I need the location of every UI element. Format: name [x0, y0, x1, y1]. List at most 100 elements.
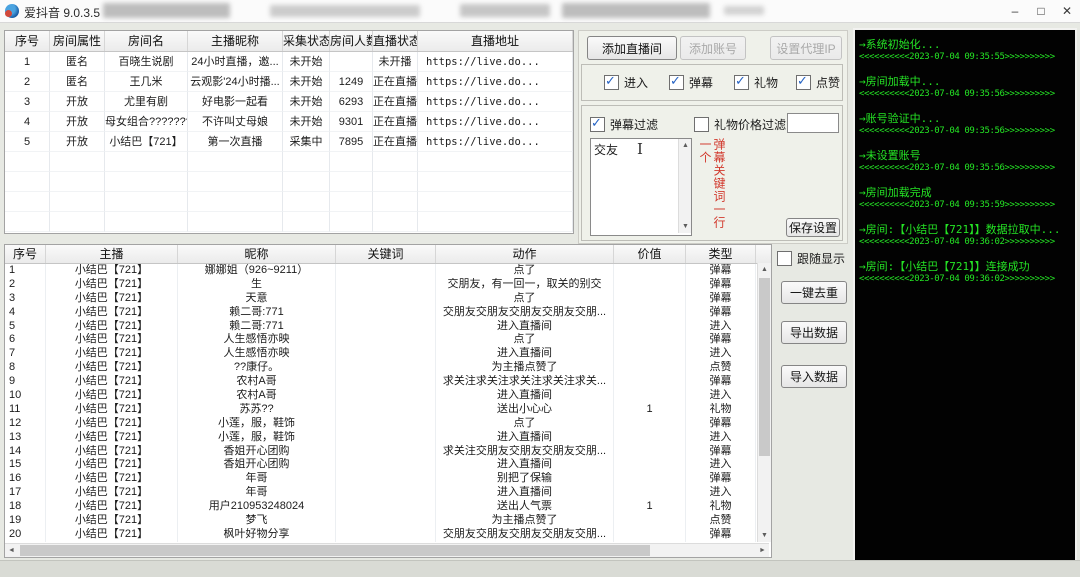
- capture-option-enter[interactable]: 进入: [604, 73, 648, 91]
- events-table-row[interactable]: 14 小结巴【721】 香姐开心团购 求关注交朋友交朋友交朋友交朋... 弹幕: [5, 444, 771, 459]
- rooms-table-row[interactable]: 5 开放 小结巴【721】 第一次直播 采集中 7895 正在直播 https://live.…: [5, 132, 573, 152]
- scroll-right-icon[interactable]: ►: [759, 547, 766, 554]
- cell: [336, 319, 436, 334]
- add-account-button[interactable]: 添加账号: [680, 36, 746, 60]
- rooms-table-row[interactable]: 1 匿名 百晓生说剧 24小时直播，邀... 未开始 未开播 https://live.do…: [5, 52, 573, 72]
- console-timestamp: <<<<<<<<<<2023-07-04 09:35:56>>>>>>>>>>: [859, 163, 1055, 173]
- scrollbar-thumb[interactable]: [20, 545, 650, 556]
- events-table-row[interactable]: 10 小结巴【721】 农村A哥 进入直播间 进入: [5, 389, 771, 403]
- console-message: →房间:【小结巴【721】】数据拉取中...: [859, 223, 1061, 236]
- cell: 小结巴【721】: [46, 389, 178, 403]
- events-table-row[interactable]: 4 小结巴【721】 赖二哥:771 交朋友交朋友交朋友交朋友交朋... 弹幕: [5, 305, 771, 320]
- column-header[interactable]: 序号: [5, 245, 46, 263]
- set-proxy-button[interactable]: 设置代理IP: [770, 36, 842, 60]
- checkbox-icon[interactable]: [734, 73, 749, 90]
- checkbox-icon[interactable]: [694, 117, 709, 132]
- add-room-button[interactable]: 添加直播间: [587, 36, 677, 60]
- events-table-row[interactable]: 2 小结巴【721】生 交朋友，有一回一，取关的别交 弹幕: [5, 277, 771, 292]
- cell: 弹幕: [686, 333, 756, 348]
- column-header[interactable]: 序号: [5, 31, 50, 51]
- console-timestamp: <<<<<<<<<<2023-07-04 09:35:56>>>>>>>>>>: [859, 89, 1055, 99]
- cell: 7: [5, 347, 46, 362]
- column-header[interactable]: 直播地址: [418, 31, 573, 51]
- import-data-button[interactable]: 导入数据: [781, 365, 847, 388]
- events-table-row[interactable]: 18 小结巴【721】 用户210953248024 送出人气票 1 礼物: [5, 500, 771, 515]
- cell: 别把了保输: [436, 472, 614, 487]
- checkbox-icon[interactable]: [669, 73, 684, 90]
- cell: 枫叶好物分享: [178, 527, 336, 542]
- events-table-row[interactable]: 3 小结巴【721】 天意 点了 弹幕: [5, 291, 771, 306]
- cell: 小结巴【721】: [46, 527, 178, 542]
- events-table-row[interactable]: 12 小结巴【721】 小莲，服，鞋饰 点了 弹幕: [5, 416, 771, 431]
- cell: [188, 192, 283, 212]
- keywords-textarea[interactable]: 交友 I ▲ ▼: [590, 138, 692, 236]
- capture-option-gift[interactable]: 礼物: [734, 73, 778, 91]
- events-table-row[interactable]: 9 小结巴【721】 农村A哥 求关注求关注求关注求关注求关... 弹幕: [5, 375, 771, 390]
- cell: 6: [5, 333, 46, 348]
- cell: 进入: [686, 458, 756, 473]
- dedupe-button[interactable]: 一键去重: [781, 281, 847, 304]
- column-header[interactable]: 关键词: [336, 245, 436, 263]
- events-vertical-scrollbar[interactable]: ▲ ▼: [757, 263, 771, 542]
- column-header[interactable]: 直播状态: [373, 31, 418, 51]
- rooms-table-row[interactable]: 3 开放 尤里有剧 好电影一起看 未开始 6293 正在直播 https://live.do.…: [5, 92, 573, 112]
- gift-price-input[interactable]: [787, 113, 839, 133]
- title-bar: 爱抖音 9.0.3.5 – □ ✕: [0, 0, 1080, 23]
- events-table-row[interactable]: 1 小结巴【721】 娜娜姐（926~9211） 点了 弹幕: [5, 264, 771, 278]
- keywords-hint: 弹幕关键词一行一个: [698, 138, 726, 229]
- checkbox-icon[interactable]: [796, 73, 811, 90]
- events-table-row[interactable]: 20 小结巴【721】 枫叶好物分享 交朋友交朋友交朋友交朋友交朋... 弹幕: [5, 527, 771, 542]
- rooms-table-row[interactable]: 4开放母女组合???????...不许叫丈母娘未开始9301正在直播https:…: [5, 112, 573, 132]
- cell: 梦飞: [178, 514, 336, 528]
- capture-option-danmaku[interactable]: 弹幕: [669, 73, 713, 91]
- scroll-left-icon[interactable]: ◄: [8, 547, 15, 554]
- rooms-table-row[interactable]: 2 匿名 王几米 云观影'24小时播... 未开始 1249 正在直播 https://liv…: [5, 72, 573, 92]
- events-table-row[interactable]: 8 小结巴【721】 ??康仔。 为主播点赞了 点赞: [5, 361, 771, 376]
- events-table-row[interactable]: 16 小结巴【721】 年哥 别把了保输 弹幕: [5, 472, 771, 487]
- events-table-row[interactable]: 6 小结巴【721】 人生感悟亦映 点了 弹幕: [5, 333, 771, 348]
- scrollbar-thumb[interactable]: [759, 278, 770, 456]
- scroll-up-icon[interactable]: ▲: [761, 266, 768, 273]
- export-data-button[interactable]: 导出数据: [781, 321, 847, 344]
- events-horizontal-scrollbar[interactable]: ◄ ►: [5, 543, 769, 557]
- scroll-down-icon[interactable]: ▼: [761, 532, 768, 539]
- scroll-up-icon[interactable]: ▲: [682, 142, 689, 149]
- events-table-row[interactable]: 13 小结巴【721】 小莲，服，鞋饰 进入直播间 进入: [5, 430, 771, 445]
- events-table-row[interactable]: 11 小结巴【721】 苏苏?? 送出小心心 1 礼物: [5, 402, 771, 417]
- checkbox-icon[interactable]: [604, 73, 619, 90]
- column-header[interactable]: 昵称: [178, 245, 336, 263]
- column-header[interactable]: 房间名: [105, 31, 188, 51]
- cell: 3: [5, 92, 50, 112]
- column-header[interactable]: 主播: [46, 245, 178, 263]
- events-table-row[interactable]: 5 小结巴【721】 赖二哥:771 进入直播间 进入: [5, 319, 771, 334]
- minimize-button[interactable]: –: [1011, 4, 1019, 18]
- column-header[interactable]: 采集状态: [283, 31, 330, 51]
- close-button[interactable]: ✕: [1061, 4, 1073, 18]
- column-header[interactable]: 价值: [614, 245, 686, 263]
- column-header[interactable]: 房间人数: [330, 31, 373, 51]
- gift-price-filter-checkbox[interactable]: 礼物价格过滤: [694, 116, 786, 133]
- checkbox-icon[interactable]: [590, 115, 605, 132]
- cell: [283, 152, 330, 172]
- column-header[interactable]: 主播昵称: [188, 31, 283, 51]
- save-settings-button[interactable]: 保存设置: [786, 218, 840, 237]
- cell: [614, 458, 686, 473]
- events-table-row[interactable]: 15 小结巴【721】 香姐开心团购 进入直播间 进入: [5, 458, 771, 473]
- cell: 正在直播: [373, 72, 418, 92]
- scroll-down-icon[interactable]: ▼: [682, 223, 689, 230]
- checkbox-icon[interactable]: [777, 251, 792, 266]
- danmaku-filter-checkbox[interactable]: 弹幕过滤: [590, 115, 658, 133]
- live-url-cell: https://live.do...: [418, 112, 573, 132]
- events-table-row[interactable]: 17 小结巴【721】 年哥 进入直播间 进入: [5, 486, 771, 501]
- column-header[interactable]: 房间属性: [50, 31, 105, 51]
- events-table-row[interactable]: 19 小结巴【721】 梦飞 为主播点赞了 点赞: [5, 514, 771, 528]
- column-header[interactable]: 类型: [686, 245, 756, 263]
- follow-display-checkbox[interactable]: 跟随显示: [777, 250, 845, 267]
- textarea-scrollbar[interactable]: ▲ ▼: [678, 139, 691, 233]
- maximize-button[interactable]: □: [1037, 4, 1045, 18]
- events-table-row[interactable]: 7 小结巴【721】 人生感悟亦映 进入直播间 进入: [5, 347, 771, 362]
- column-header[interactable]: 动作: [436, 245, 614, 263]
- capture-option-like[interactable]: 点赞: [796, 73, 840, 91]
- cell: 进入直播间: [436, 486, 614, 501]
- cell: 11: [5, 402, 46, 417]
